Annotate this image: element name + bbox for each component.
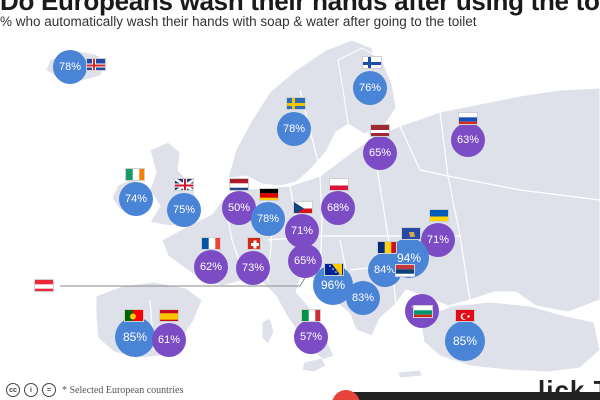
flag-spain-icon <box>159 309 179 322</box>
flag-kosovo-icon <box>401 227 421 240</box>
flag-ukraine-icon <box>429 209 449 222</box>
page-subtitle: % who automatically wash their hands wit… <box>0 14 477 29</box>
flag-iceland-icon <box>86 58 106 71</box>
flag-latvia-icon <box>370 124 390 137</box>
callout-lines <box>60 275 307 287</box>
austria-callout-line <box>60 275 307 287</box>
value-badge-turkey: 85% <box>445 321 485 361</box>
flag-germany-icon <box>259 188 279 201</box>
value-badge-spain: 61% <box>152 323 186 357</box>
flag-netherlands-icon <box>229 178 249 191</box>
value-badge-united-kingdom: 75% <box>167 193 201 227</box>
flag-portugal-icon <box>124 309 144 322</box>
flag-romania-icon <box>377 241 397 254</box>
brand-dot <box>332 390 360 400</box>
flag-czech-icon <box>293 201 313 214</box>
flag-finland-icon <box>362 56 382 69</box>
flag-switzerland-icon <box>247 237 261 250</box>
flag-serbia-icon <box>395 264 415 277</box>
value-badge-netherlands: 50% <box>222 191 256 225</box>
value-badge-austria: 65% <box>288 244 322 278</box>
border-5 <box>439 111 471 301</box>
brand-bar <box>340 392 600 400</box>
footnote: * Selected European countries <box>62 385 184 396</box>
value-badge-switzerland: 73% <box>236 251 270 285</box>
sicily-shape <box>301 357 327 373</box>
cc-icon: cc <box>6 383 20 397</box>
flag-austria-icon <box>34 279 54 292</box>
value-badge-serbia: 83% <box>346 281 380 315</box>
value-badge-germany: 78% <box>251 202 285 236</box>
flag-bulgaria-icon <box>413 305 433 318</box>
value-badge-france: 62% <box>194 250 228 284</box>
value-badge-italy: 57% <box>294 320 328 354</box>
equal-icon: = <box>42 383 56 397</box>
flag-turkey-icon <box>455 309 475 322</box>
border-9 <box>399 125 600 201</box>
flag-bosnia-icon <box>324 263 344 276</box>
attribution-icon: i <box>24 383 38 397</box>
flag-poland-icon <box>329 178 349 191</box>
value-badge-czech-republic: 71% <box>285 214 319 248</box>
flag-russia-icon <box>458 112 478 125</box>
value-badge-sweden: 78% <box>277 112 311 146</box>
page-title: Do Europeans wash their hands after usin… <box>0 0 600 16</box>
flag-france-icon <box>201 237 221 250</box>
flag-uk-icon <box>174 178 194 191</box>
value-badge-iceland: 78% <box>53 50 87 84</box>
value-badge-finland: 76% <box>353 71 387 105</box>
value-badge-poland: 68% <box>321 191 355 225</box>
value-badge-latvia: 65% <box>363 136 397 170</box>
mainland-shape <box>161 87 600 361</box>
sardinia-shape <box>261 317 275 345</box>
brand-logo-text: lick T <box>538 375 600 400</box>
flag-ireland-icon <box>125 168 145 181</box>
crete-shape <box>397 369 423 379</box>
value-badge-ireland: 74% <box>119 182 153 216</box>
value-badge-russia: 63% <box>451 123 485 157</box>
flag-italy-icon <box>301 309 321 322</box>
flag-sweden-icon <box>286 97 306 110</box>
value-badge-portugal: 85% <box>115 317 155 357</box>
